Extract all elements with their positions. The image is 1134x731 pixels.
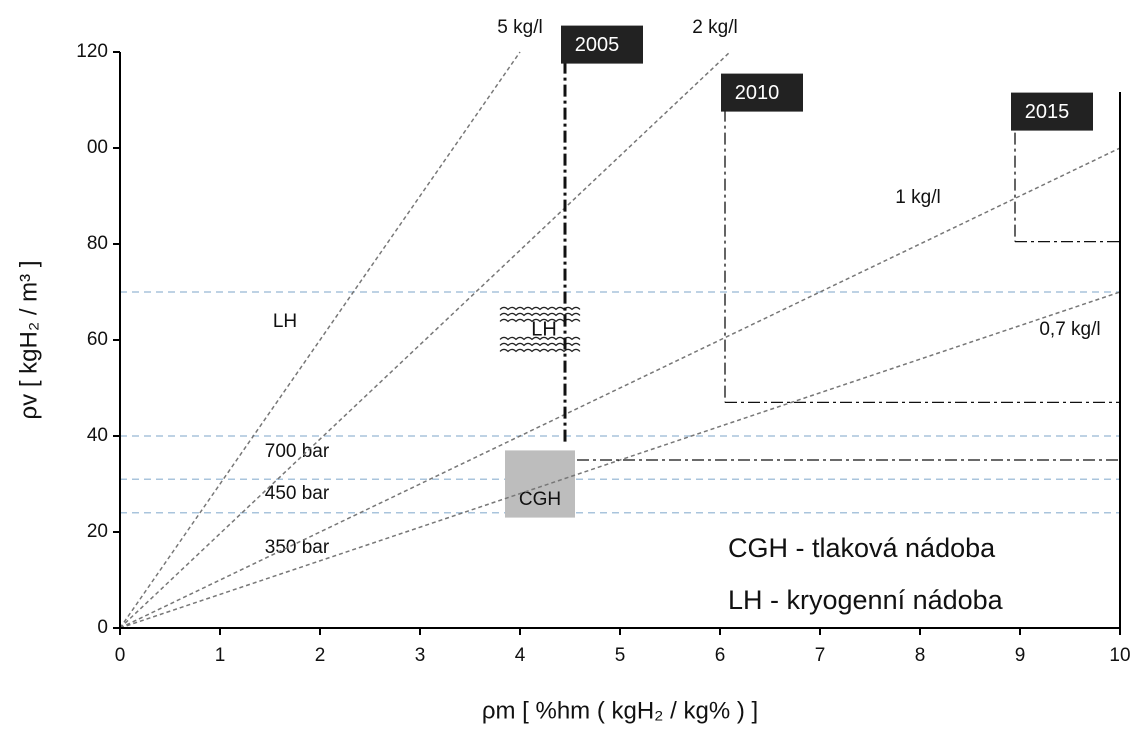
region <box>500 306 580 355</box>
target-label: 2015 <box>1025 101 1070 123</box>
density-line <box>119 147 1121 629</box>
region <box>505 450 575 518</box>
x-tick-label: 3 <box>415 645 426 666</box>
x-tick-label: 5 <box>615 645 626 666</box>
y-tick-label: 40 <box>87 425 108 446</box>
region-wave <box>499 306 581 353</box>
x-tick-label: 2 <box>315 645 326 666</box>
x-axis-title: ρm [ %hm ( kgH₂ / kg% ) ] <box>482 697 758 724</box>
target-box <box>1011 92 1093 131</box>
y-tick-label: 00 <box>87 137 108 158</box>
x-tick-label: 0 <box>115 645 126 666</box>
x-tick-label: 10 <box>1109 645 1130 666</box>
pressure-level-label: 700 bar <box>265 441 330 462</box>
x-tick-label: 4 <box>515 645 526 666</box>
pressure-level-label: 350 bar <box>265 537 330 558</box>
x-tick-label: 9 <box>1015 645 1026 666</box>
density-label: 5 kg/l <box>497 17 542 38</box>
target-box <box>721 73 803 112</box>
x-tick-label: 6 <box>715 645 726 666</box>
density-line <box>119 51 521 629</box>
target-label: 2010 <box>735 82 780 104</box>
target-box <box>561 25 643 64</box>
target-label: 2005 <box>575 34 620 56</box>
y-tick-label: 60 <box>87 329 108 350</box>
x-tick-label: 1 <box>215 645 226 666</box>
legend-note: CGH - tlaková nádoba <box>728 533 996 563</box>
x-tick-label: 7 <box>815 645 826 666</box>
pressure-level-label: 450 bar <box>265 483 330 504</box>
x-tick-label: 8 <box>915 645 926 666</box>
legend-note: LH - kryogenní nádoba <box>728 585 1004 615</box>
y-tick-label: 0 <box>97 617 108 638</box>
density-line <box>119 291 1121 629</box>
density-label: 2 kg/l <box>692 17 737 38</box>
pressure-level-label: LH <box>273 311 297 332</box>
density-label: 0,7 kg/l <box>1039 319 1100 340</box>
y-tick-label: 20 <box>87 521 108 542</box>
density-label: 1 kg/l <box>895 187 940 208</box>
region-label: LH <box>531 319 557 341</box>
y-tick-label: 80 <box>87 233 108 254</box>
y-tick-label: 120 <box>76 41 108 62</box>
density-line <box>119 51 731 629</box>
region-label: CGH <box>519 489 561 510</box>
y-axis-title: ρv [ kgH₂ / m³ ] <box>15 261 42 420</box>
